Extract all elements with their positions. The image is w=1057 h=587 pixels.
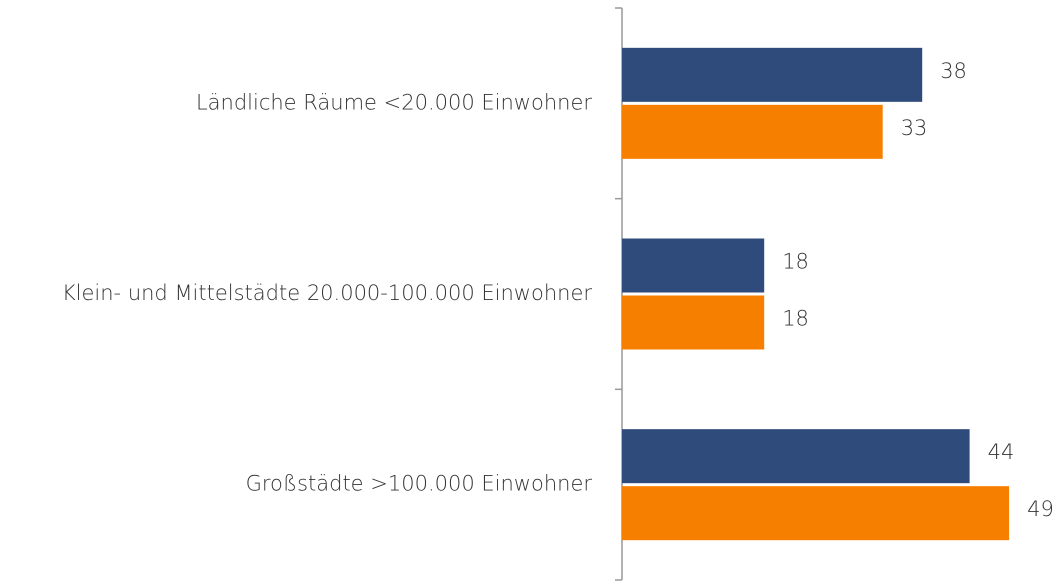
y-tick-label: Großstädte >100.000 Einwohner <box>246 472 593 496</box>
bar <box>622 104 883 159</box>
data-label: 49 <box>1027 497 1054 521</box>
data-label: 18 <box>782 307 809 331</box>
data-label: 44 <box>988 440 1015 464</box>
bar <box>622 429 970 484</box>
bar <box>622 47 923 102</box>
bar <box>622 486 1010 541</box>
data-label: 38 <box>940 59 967 83</box>
y-tick-label: Klein- und Mittelstädte 20.000-100.000 E… <box>62 281 592 305</box>
data-label: 33 <box>901 116 928 140</box>
data-label: 18 <box>782 250 809 274</box>
y-tick-label: Ländliche Räume <20.000 Einwohner <box>196 90 592 114</box>
bar <box>622 295 765 350</box>
bar <box>622 238 765 293</box>
